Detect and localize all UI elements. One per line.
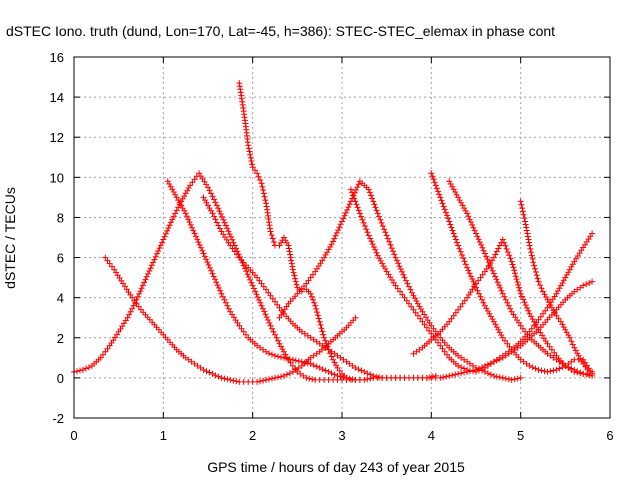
series-10 — [428, 170, 596, 377]
plot-frame — [73, 56, 611, 419]
series-markers — [410, 236, 596, 377]
series-markers — [446, 178, 596, 379]
series-markers — [164, 178, 395, 383]
y-tick-label: 6 — [57, 251, 64, 266]
series-6 — [276, 178, 524, 383]
y-tick-label: 10 — [50, 170, 64, 185]
series-5 — [236, 80, 350, 381]
x-tick-label: 0 — [70, 428, 77, 443]
series-9 — [410, 236, 596, 377]
y-tick-label: 16 — [50, 50, 64, 65]
x-axis-label: GPS time / hours of day 243 of year 2015 — [207, 459, 465, 475]
x-tick-label: 4 — [428, 428, 435, 443]
x-tick-label: 2 — [249, 428, 256, 443]
y-axis-label: dSTEC / TECUs — [2, 187, 18, 289]
x-tick-label: 3 — [338, 428, 345, 443]
y-tick-label: 14 — [50, 90, 64, 105]
series-markers — [102, 254, 359, 385]
series-markers — [428, 170, 596, 377]
x-tick-label: 1 — [160, 428, 167, 443]
series-3 — [164, 178, 395, 383]
y-tick-label: 8 — [57, 210, 64, 225]
data-series — [71, 80, 596, 385]
series-markers — [71, 170, 363, 383]
series-markers — [236, 80, 350, 381]
series-2 — [102, 254, 359, 385]
y-tick-label: 0 — [57, 371, 64, 386]
series-7 — [347, 186, 596, 375]
y-tick-label: 4 — [57, 291, 64, 306]
chart-title: dSTEC Iono. truth (dund, Lon=170, Lat=-4… — [6, 23, 555, 39]
series-11 — [446, 178, 596, 379]
y-tick-label: 12 — [50, 130, 64, 145]
series-markers — [517, 198, 596, 375]
series-markers — [347, 186, 596, 375]
x-tick-label: 6 — [606, 428, 613, 443]
x-tick-label: 5 — [517, 428, 524, 443]
series-markers — [276, 178, 524, 383]
y-tick-label: -2 — [52, 411, 64, 426]
series-1 — [71, 170, 363, 383]
y-tick-label: 2 — [57, 331, 64, 346]
series-12 — [517, 198, 596, 375]
